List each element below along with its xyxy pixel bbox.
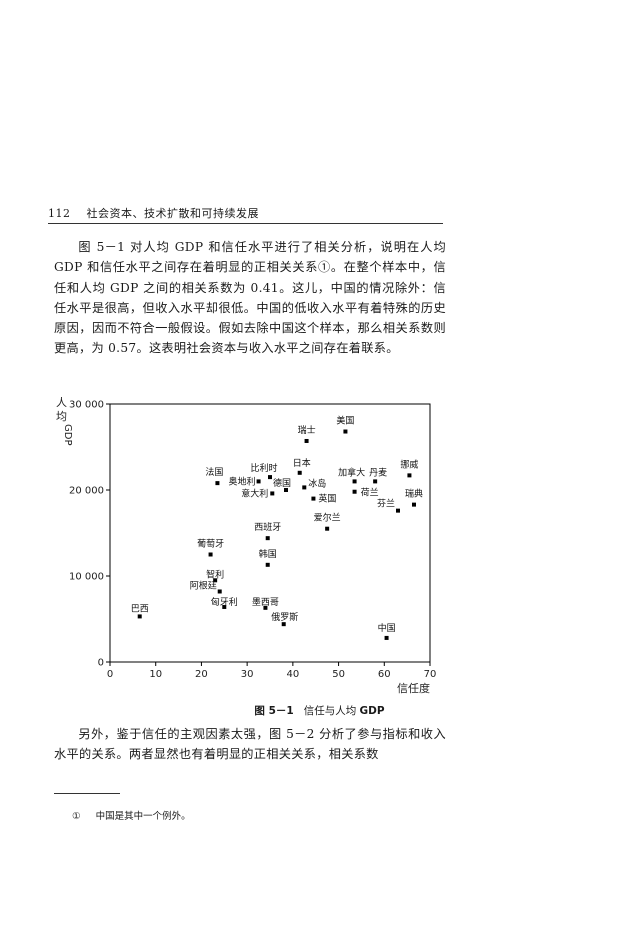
page-number: 112 [48,207,71,220]
point-荷兰 [352,489,357,494]
point-label-比利时: 比利时 [250,462,277,474]
point-巴西 [137,614,142,619]
point-中国 [384,635,389,640]
point-芬兰 [396,508,400,513]
point-label-匈牙利: 匈牙利 [211,596,238,608]
figure-caption-text: 信任与人均 [303,705,360,717]
header-rule [48,223,443,224]
point-匈牙利 [222,604,227,609]
point-label-中国: 中国 [378,622,396,634]
point-加拿大 [352,479,357,484]
point-label-葡萄牙: 葡萄牙 [197,538,224,550]
point-label-爱尔兰: 爱尔兰 [314,512,341,524]
point-瑞典 [412,502,416,507]
footnote-mark: ① [72,811,81,822]
point-美国 [343,429,348,434]
point-label-德国: 德国 [273,477,291,489]
plot-frame [109,403,431,663]
running-title: 社会资本、技术扩散和可持续发展 [86,207,259,220]
point-label-巴西: 巴西 [131,603,149,614]
point-俄罗斯 [281,622,286,627]
point-比利时 [268,475,272,480]
point-label-墨西哥: 墨西哥 [252,597,279,608]
x-tick-label: 10 [149,669,162,680]
figure-caption: 图 5－1 信任与人均 GDP [0,703,639,718]
point-智利 [213,578,218,583]
paragraph-1: 图 5－1 对人均 GDP 和信任水平进行了相关分析，说明在人均 GDP 和信任… [54,240,446,356]
point-label-冰岛: 冰岛 [308,477,326,489]
paragraph-2-block: 另外，鉴于信任的主观因素太强，图 5－2 分析了参与指标和收入水平的关系。两者显… [54,724,446,765]
point-冰岛 [302,485,307,490]
point-挪威 [407,473,412,478]
x-tick-label: 20 [195,669,208,680]
point-墨西哥 [263,605,268,610]
point-label-英国: 英国 [318,493,336,505]
point-label-西班牙: 西班牙 [254,521,281,533]
y-tick-label: 0 [98,658,104,669]
figure-caption-gdp: GDP [359,705,385,717]
point-瑞士 [304,438,309,443]
point-label-俄罗斯: 俄罗斯 [271,611,298,623]
running-header: 112 社会资本、技术扩散和可持续发展 [48,205,443,221]
footnote-text: 中国是其中一个例外。 [95,811,191,822]
x-tick-label: 70 [424,669,437,680]
point-label-丹麦: 丹麦 [369,466,387,478]
point-奥地利 [256,479,261,484]
point-葡萄牙 [208,552,213,557]
point-丹麦 [373,479,378,484]
y-axis-label-line1: 人 [56,396,67,409]
y-axis-label-line2: 均 [56,410,67,423]
x-tick-label: 0 [107,669,113,680]
point-德国 [284,488,288,492]
y-axis-label-line3: GDP [62,424,73,445]
point-label-智利: 智利 [206,568,224,580]
point-label-韩国: 韩国 [259,548,277,560]
point-label-芬兰: 芬兰 [377,498,395,510]
point-韩国 [265,562,270,567]
x-axis-label: 信任度 [397,681,430,695]
point-label-荷兰: 荷兰 [361,487,379,499]
paragraph-1-block: 图 5－1 对人均 GDP 和信任水平进行了相关分析，说明在人均 GDP 和信任… [54,237,446,359]
point-label-法国: 法国 [205,466,223,478]
point-label-加拿大: 加拿大 [338,466,365,478]
x-tick-label: 40 [286,669,299,680]
point-爱尔兰 [325,526,330,531]
point-label-瑞典: 瑞典 [405,488,423,500]
point-label-瑞士: 瑞士 [298,424,316,436]
point-label-美国: 美国 [336,415,354,427]
point-阿根廷 [217,589,222,594]
paragraph-2: 另外，鉴于信任的主观因素太强，图 5－2 分析了参与指标和收入水平的关系。两者显… [54,727,446,762]
figure-number: 图 5－1 [254,705,294,717]
point-label-日本: 日本 [293,457,311,469]
point-西班牙 [265,536,270,541]
point-日本 [297,470,302,475]
y-tick-label: 30 000 [69,400,104,411]
footnote: ① 中国是其中一个例外。 [72,808,191,822]
x-tick-label: 60 [378,669,391,680]
x-tick-label: 30 [241,669,254,680]
footnote-rule [54,793,120,794]
point-英国 [311,496,316,501]
point-label-挪威: 挪威 [400,458,418,470]
y-tick-label: 10 000 [69,572,104,583]
point-label-意大利: 意大利 [241,487,268,499]
point-法国 [215,481,220,486]
y-tick-label: 20 000 [69,486,104,497]
point-label-奥地利: 奥地利 [229,475,256,487]
point-意大利 [270,491,275,496]
figure-5-1: 0 10 20 30 40 50 60 70 0 10 000 20 000 30 000 人均 GDP 信… [52,396,452,698]
x-tick-label: 50 [332,669,345,680]
point-label-阿根廷: 阿根廷 [190,579,217,591]
